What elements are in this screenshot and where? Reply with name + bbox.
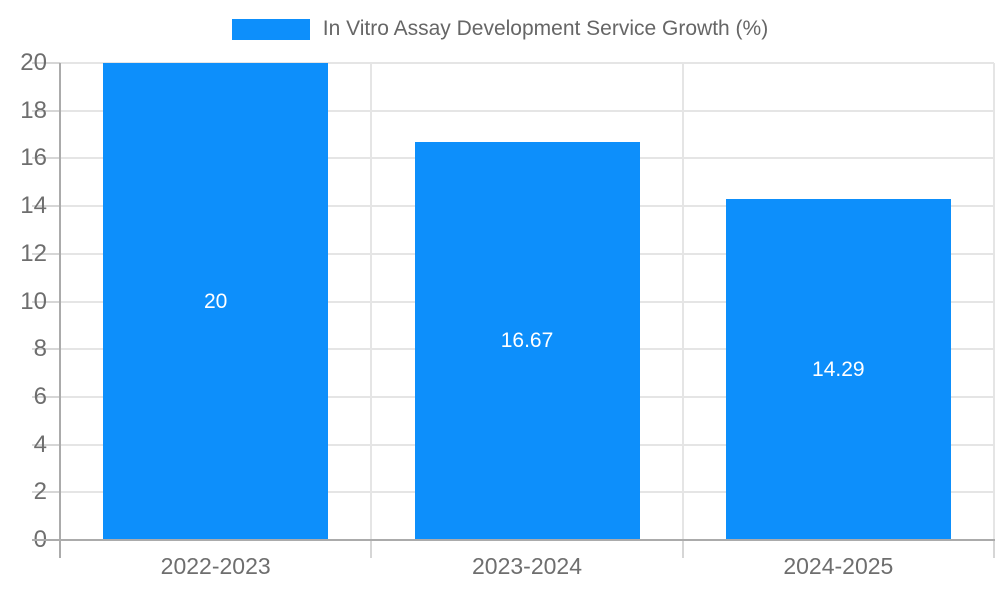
x-axis-label-2023-2024: 2023-2024 [472,553,582,579]
gridline-x-2 [681,63,684,540]
y-axis-label-10: 10 [20,287,47,315]
y-axis-label-12: 12 [20,239,47,267]
y-tick-4 [32,443,60,446]
y-tick-8 [32,348,60,351]
y-tick-2 [32,491,60,494]
bar-value-label-2024-2025: 14.29 [812,357,865,381]
y-tick-16 [32,157,60,160]
y-tick-14 [32,205,60,208]
y-tick-10 [32,300,60,303]
y-axis-label-4: 4 [33,430,47,458]
y-axis-label-18: 18 [20,96,47,124]
gridline-y-18 [60,109,994,112]
y-tick-12 [32,252,60,255]
y-axis-label-14: 14 [20,192,47,220]
legend-swatch [231,18,310,40]
chart-legend[interactable]: In Vitro Assay Development Service Growt… [0,17,1000,41]
x-axis-line [32,539,995,541]
x-axis-label-2024-2025: 2024-2025 [783,553,894,579]
bar-value-label-2022-2023: 20 [203,289,228,313]
y-axis-label-16: 16 [20,144,47,172]
y-axis-label-20: 20 [20,49,47,76]
bar-2023-2024[interactable]: 16.67 [414,142,640,540]
legend-label: In Vitro Assay Development Service Growt… [322,17,769,40]
gridline-x-1 [370,63,373,540]
y-tick-18 [32,109,60,112]
bar-2024-2025[interactable]: 14.29 [725,199,951,540]
y-tick-6 [32,395,60,398]
y-axis-label-8: 8 [33,335,47,363]
y-axis-label-6: 6 [33,382,47,410]
bar-2022-2023[interactable]: 20 [103,63,329,540]
bar-value-label-2023-2024: 16.67 [500,329,554,353]
x-tick-1 [370,540,373,558]
x-tick-3 [993,540,995,558]
y-axis-line [59,63,61,558]
y-tick-20 [32,62,60,64]
y-axis-label-2: 2 [33,478,47,506]
gridline-x-3 [993,63,995,540]
x-tick-2 [681,540,684,558]
gridline-y-20 [60,62,994,64]
x-axis-label-2022-2023: 2022-2023 [160,553,271,579]
